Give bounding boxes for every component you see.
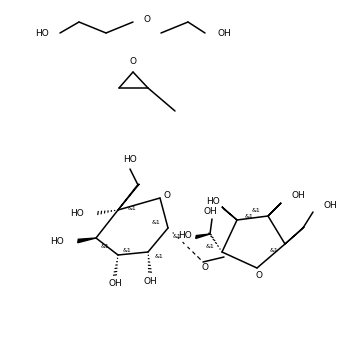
Text: O: O	[164, 191, 170, 201]
Text: OH: OH	[218, 28, 232, 37]
Polygon shape	[268, 203, 281, 216]
Text: &1: &1	[205, 245, 214, 249]
Text: HO: HO	[178, 232, 192, 240]
Text: &1: &1	[101, 244, 110, 248]
Text: &1: &1	[151, 221, 160, 225]
Text: O: O	[143, 14, 151, 24]
Text: OH: OH	[108, 280, 122, 288]
Text: HO: HO	[206, 197, 220, 205]
Text: O: O	[256, 271, 262, 280]
Text: HO: HO	[123, 155, 137, 165]
Text: O: O	[201, 263, 209, 272]
Text: &1: &1	[155, 253, 164, 259]
Text: &1: &1	[128, 205, 137, 211]
Polygon shape	[118, 184, 139, 210]
Text: &1: &1	[269, 248, 278, 252]
Text: OH: OH	[292, 191, 306, 201]
Text: &1: &1	[251, 209, 260, 213]
Polygon shape	[222, 207, 237, 220]
Polygon shape	[285, 227, 304, 244]
Text: &1: &1	[123, 248, 132, 252]
Text: &1: &1	[245, 213, 254, 218]
Text: OH: OH	[323, 201, 337, 211]
Text: OH: OH	[143, 276, 157, 285]
Text: &1: &1	[173, 234, 182, 238]
Text: OH: OH	[203, 206, 217, 215]
Polygon shape	[196, 234, 210, 238]
Polygon shape	[78, 238, 96, 243]
Text: O: O	[130, 58, 137, 67]
Text: HO: HO	[50, 237, 64, 247]
Text: HO: HO	[35, 28, 49, 37]
Text: HO: HO	[70, 210, 84, 218]
